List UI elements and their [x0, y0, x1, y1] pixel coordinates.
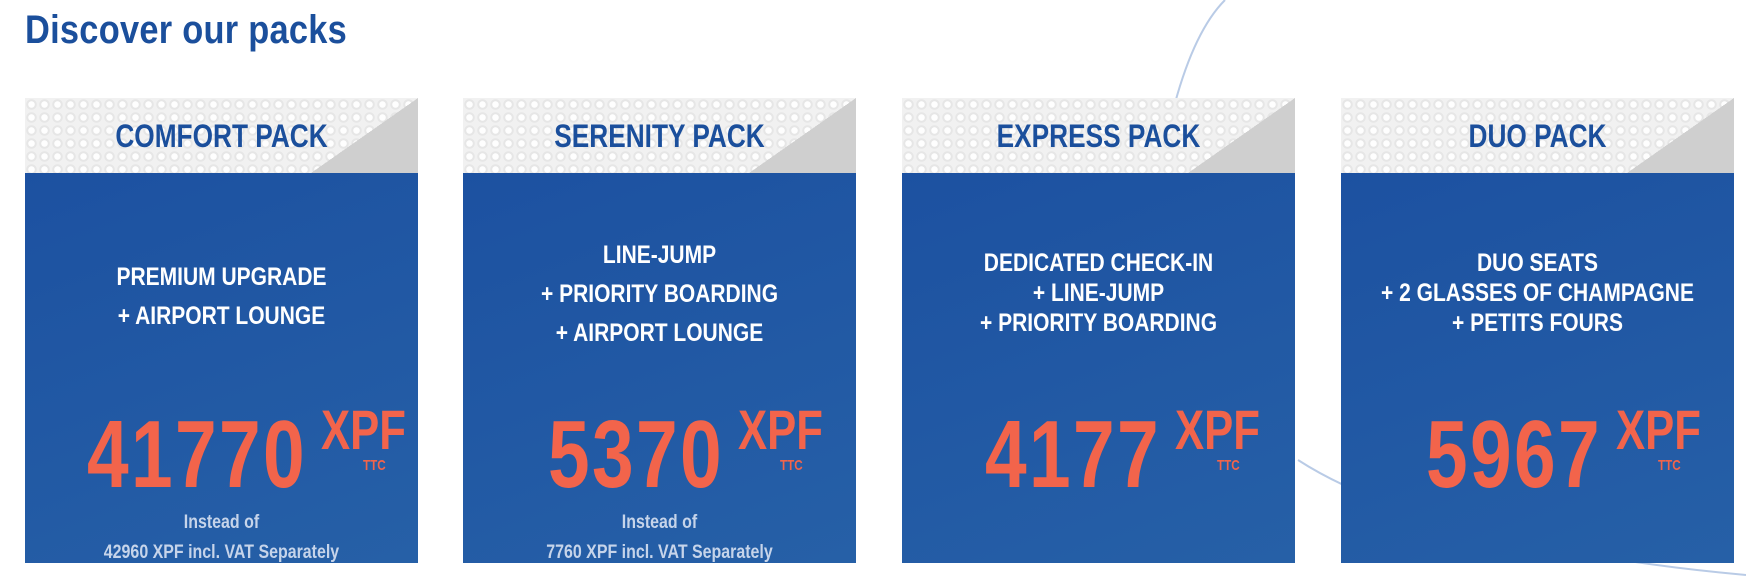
- corner-decoration: [1627, 98, 1734, 173]
- price-row: 5967 XPF TTC: [1341, 401, 1734, 508]
- pack-name: SERENITY PACK: [554, 118, 765, 154]
- feature-item: LINE-JUMP: [602, 241, 717, 269]
- currency: XPF: [737, 398, 823, 461]
- currency: XPF: [1615, 398, 1701, 461]
- feature-item: + PRIORITY BOARDING: [979, 309, 1218, 337]
- card-header: COMFORT PACK: [25, 98, 418, 173]
- currency: XPF: [320, 398, 406, 461]
- pack-card-serenity[interactable]: SERENITY PACK LINE-JUMP + PRIORITY BOARD…: [463, 98, 856, 563]
- card-header: SERENITY PACK: [463, 98, 856, 173]
- feature-item: + AIRPORT LOUNGE: [117, 302, 326, 330]
- corner-decoration: [749, 98, 856, 173]
- feature-item: + PRIORITY BOARDING: [540, 280, 779, 308]
- price-amount: 5370: [548, 401, 724, 508]
- feature-item: + AIRPORT LOUNGE: [555, 319, 764, 347]
- corner-decoration: [1188, 98, 1295, 173]
- pack-name: DUO PACK: [1468, 118, 1607, 154]
- price-row: 41770 XPF TTC: [25, 401, 418, 508]
- currency: XPF: [1174, 398, 1260, 461]
- pack-name: EXPRESS PACK: [996, 118, 1201, 154]
- tax-label: TTC: [1217, 457, 1240, 474]
- pack-features: DEDICATED CHECK-IN + LINE-JUMP + PRIORIT…: [933, 248, 1263, 338]
- instead-value: 7760 XPF incl. VAT Separately: [546, 542, 773, 563]
- instead-of-price: Instead of 7760 XPF incl. VAT Separately: [494, 508, 824, 563]
- pack-card-comfort[interactable]: COMFORT PACK PREMIUM UPGRADE + AIRPORT L…: [25, 98, 418, 563]
- feature-item: DEDICATED CHECK-IN: [983, 249, 1214, 277]
- feature-item: + LINE-JUMP: [1032, 279, 1165, 307]
- instead-of-price: Instead of 42960 XPF incl. VAT Separatel…: [56, 508, 386, 563]
- tax-label: TTC: [1658, 457, 1681, 474]
- pack-card-express[interactable]: EXPRESS PACK DEDICATED CHECK-IN + LINE-J…: [902, 98, 1295, 563]
- tax-label: TTC: [362, 457, 386, 474]
- price-amount: 41770: [87, 401, 307, 508]
- feature-item: DUO SEATS: [1477, 249, 1598, 277]
- feature-item: + 2 GLASSES OF CHAMPAGNE: [1381, 279, 1694, 307]
- price-amount: 5967: [1426, 401, 1602, 508]
- pack-features: PREMIUM UPGRADE + AIRPORT LOUNGE: [56, 258, 386, 336]
- instead-value: 42960 XPF incl. VAT Separately: [103, 542, 340, 563]
- card-header: DUO PACK: [1341, 98, 1734, 173]
- feature-item: PREMIUM UPGRADE: [116, 263, 327, 291]
- pack-features: DUO SEATS + 2 GLASSES OF CHAMPAGNE + PET…: [1372, 248, 1702, 338]
- price-row: 4177 XPF TTC: [902, 401, 1295, 508]
- price-amount: 4177: [985, 401, 1161, 508]
- card-header: EXPRESS PACK: [902, 98, 1295, 173]
- price-row: 5370 XPF TTC: [463, 401, 856, 508]
- pack-name: COMFORT PACK: [115, 118, 328, 154]
- corner-decoration: [311, 98, 418, 173]
- tax-label: TTC: [780, 457, 803, 474]
- instead-label: Instead of: [183, 512, 260, 533]
- pack-features: LINE-JUMP + PRIORITY BOARDING + AIRPORT …: [494, 236, 824, 353]
- feature-item: + PETITS FOURS: [1452, 309, 1623, 337]
- instead-label: Instead of: [621, 512, 698, 533]
- page-title: Discover our packs: [25, 8, 348, 52]
- pack-card-duo[interactable]: DUO PACK DUO SEATS + 2 GLASSES OF CHAMPA…: [1341, 98, 1734, 563]
